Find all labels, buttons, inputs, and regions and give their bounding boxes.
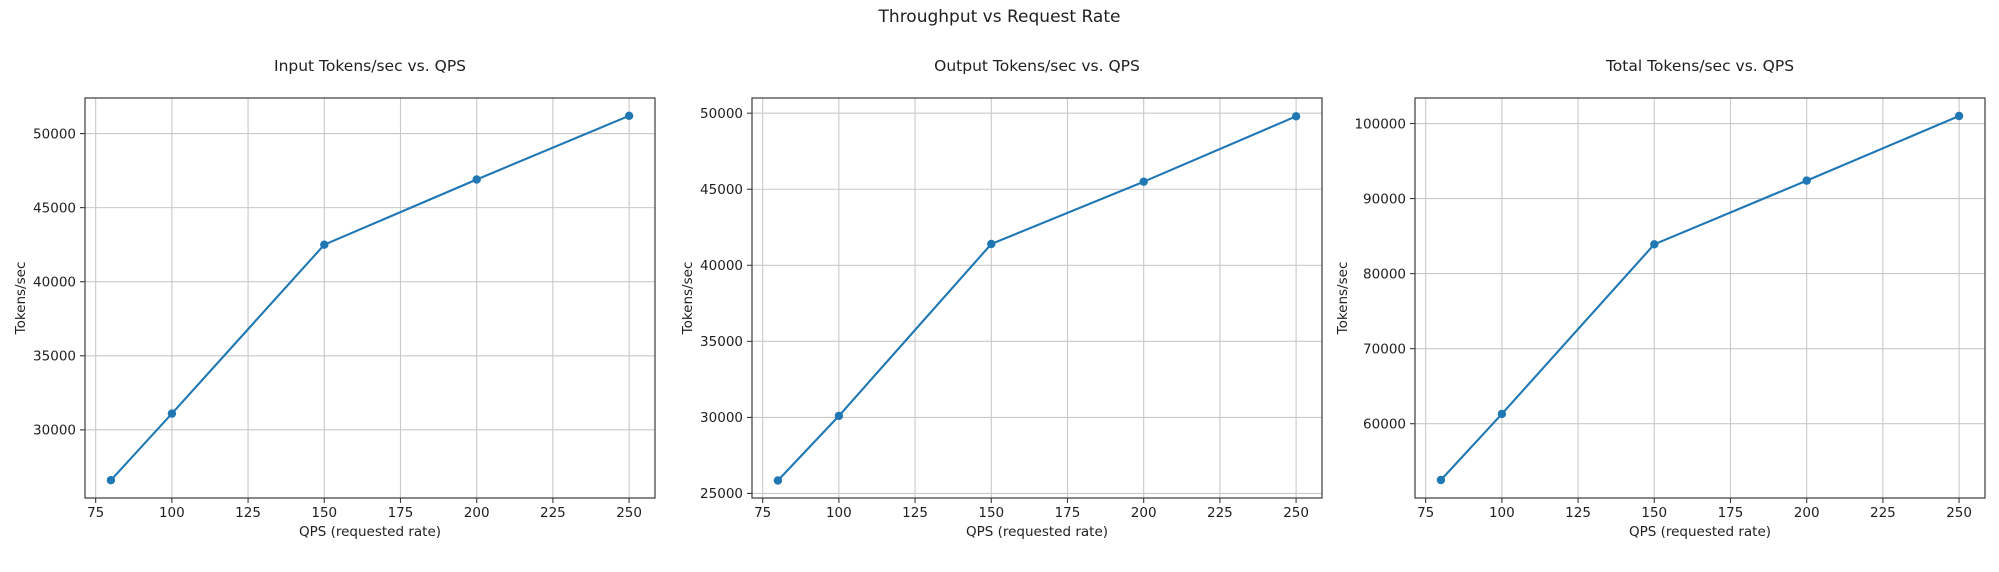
data-point [1291, 112, 1301, 121]
x-tick-label: 125 [1565, 505, 1591, 521]
chart-title-input: Input Tokens/sec vs. QPS [273, 57, 467, 75]
x-tick-label: 150 [311, 505, 337, 521]
data-point [1802, 176, 1811, 185]
plot-border [751, 97, 1323, 499]
x-tick-label: 175 [1718, 505, 1744, 521]
plot-border [1414, 97, 1986, 499]
x-tick-label: 125 [235, 505, 261, 521]
chart-title-output: Output Tokens/sec vs. QPS [934, 57, 1140, 75]
x-tick-label: 75 [754, 505, 771, 521]
y-tick-label: 50000 [700, 106, 743, 122]
x-tick-label: 250 [1283, 505, 1309, 521]
x-tick-label: 75 [87, 505, 104, 521]
x-tick-label: 100 [1489, 505, 1515, 521]
figure-suptitle: Throughput vs Request Rate [878, 7, 1121, 27]
y-tick-label: 80000 [1363, 266, 1406, 282]
y-tick-label: 25000 [700, 486, 743, 502]
data-point [624, 111, 634, 121]
x-tick-label: 200 [1131, 505, 1157, 521]
data-point [1436, 475, 1446, 485]
x-tick-label: 225 [1207, 505, 1233, 521]
x-tick-label: 250 [616, 505, 642, 521]
y-tick-label: 35000 [700, 334, 743, 350]
data-point [773, 476, 783, 485]
y-tick-label: 60000 [1363, 417, 1406, 433]
x-axis-label-input: QPS (requested rate) [298, 524, 442, 540]
x-axis-label-output: QPS (requested rate) [965, 524, 1109, 540]
y-tick-label: 90000 [1363, 191, 1406, 207]
x-tick-label: 125 [902, 505, 928, 521]
y-tick-label: 40000 [33, 275, 76, 291]
data-point [1139, 177, 1148, 186]
x-axis-label-total: QPS (requested rate) [1628, 524, 1772, 540]
x-tick-label: 100 [159, 505, 185, 521]
y-tick-label: 30000 [33, 423, 76, 439]
y-tick-label: 50000 [33, 126, 76, 142]
data-point [320, 240, 329, 249]
x-tick-label: 225 [540, 505, 566, 521]
chart-title-total: Total Tokens/sec vs. QPS [1605, 57, 1795, 75]
x-tick-label: 200 [464, 505, 490, 521]
series-line [1439, 114, 1961, 482]
data-point [1497, 409, 1507, 419]
x-tick-label: 100 [826, 505, 852, 521]
x-tick-label: 200 [1794, 505, 1820, 521]
y-tick-label: 45000 [33, 200, 76, 216]
x-tick-label: 75 [1417, 505, 1434, 521]
data-point [1650, 240, 1659, 249]
y-tick-label: 35000 [33, 349, 76, 365]
y-tick-label: 30000 [700, 410, 743, 426]
data-point [1954, 111, 1964, 121]
data-point [167, 409, 177, 418]
x-tick-label: 150 [1641, 505, 1667, 521]
data-point [834, 411, 844, 421]
data-point [472, 175, 481, 184]
y-tick-label: 40000 [700, 258, 743, 274]
x-tick-label: 175 [1055, 505, 1081, 521]
y-tick-label: 45000 [700, 182, 743, 198]
x-tick-label: 225 [1870, 505, 1896, 521]
y-tick-label: 100000 [1354, 116, 1406, 132]
data-point [106, 476, 116, 485]
plot-border [84, 97, 656, 499]
x-tick-label: 175 [388, 505, 414, 521]
x-tick-label: 250 [1946, 505, 1972, 521]
y-tick-label: 70000 [1363, 341, 1406, 357]
x-tick-label: 150 [978, 505, 1004, 521]
data-point [987, 239, 996, 249]
